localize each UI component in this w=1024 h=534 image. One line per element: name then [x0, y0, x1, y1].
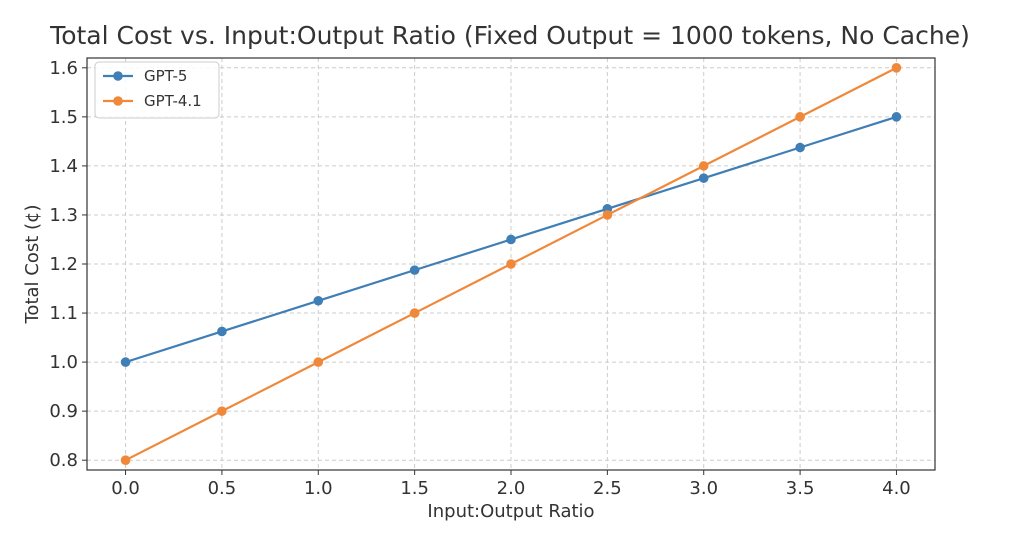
x-tick-label: 0.5 [208, 478, 237, 499]
y-axis-ticks: 0.8 0.9 1.0 1.1 1.2 1.3 1.4 1.5 1.6 [49, 58, 87, 471]
legend-swatch-marker [113, 71, 123, 81]
data-point-gpt-5 [409, 265, 420, 275]
data-point-gpt-4-1 [506, 259, 516, 269]
data-point-gpt-4-1 [891, 63, 902, 73]
x-tick-label: 3.5 [786, 478, 815, 499]
data-point-gpt-4-1 [698, 161, 709, 171]
y-tick-label: 1.4 [49, 156, 78, 177]
y-tick-label: 1.6 [49, 58, 78, 79]
data-point-gpt-5 [795, 142, 805, 153]
data-point-gpt-5 [506, 234, 516, 245]
x-tick-label: 4.0 [882, 478, 911, 499]
data-point-gpt-4-1 [602, 210, 613, 220]
data-point-gpt-5 [217, 326, 227, 337]
x-tick-label: 1.0 [304, 478, 333, 499]
y-axis-label: Total Cost (¢) [22, 205, 43, 325]
x-tick-label: 3.0 [689, 478, 718, 499]
series-gpt-4-1 [120, 63, 902, 465]
data-point-gpt-5 [698, 173, 709, 183]
legend-label: GPT-5 [144, 67, 187, 85]
x-axis-label: Input:Output Ratio [427, 501, 594, 522]
y-tick-label: 1.5 [49, 107, 78, 128]
y-tick-label: 1.3 [49, 205, 78, 226]
data-point-gpt-5 [891, 112, 902, 122]
data-point-gpt-5 [313, 295, 324, 306]
data-point-gpt-4-1 [795, 112, 805, 122]
x-tick-label: 0.0 [111, 478, 140, 499]
legend-label: GPT-4.1 [144, 92, 202, 110]
data-point-gpt-4-1 [217, 406, 227, 416]
y-tick-label: 1.2 [49, 254, 78, 275]
legend-item-gpt-5: GPT-5 [103, 67, 187, 85]
series-gpt-5 [120, 112, 902, 367]
legend-item-gpt-4-1: GPT-4.1 [103, 92, 202, 110]
data-point-gpt-5 [120, 357, 131, 367]
y-tick-label: 0.9 [49, 401, 78, 422]
x-tick-label: 1.5 [400, 478, 429, 499]
x-axis-ticks: 0.0 0.5 1.0 1.5 2.0 2.5 3.0 3.5 4.0 [111, 470, 911, 499]
data-point-gpt-4-1 [313, 357, 324, 367]
y-tick-label: 1.1 [49, 303, 78, 324]
legend: GPT-5 GPT-4.1 [94, 61, 220, 119]
y-tick-label: 0.8 [49, 450, 78, 471]
grid [87, 58, 935, 470]
x-tick-label: 2.0 [497, 478, 526, 499]
y-tick-label: 1.0 [49, 352, 78, 373]
x-tick-label: 2.5 [593, 478, 622, 499]
chart-title: Total Cost vs. Input:Output Ratio (Fixed… [49, 21, 970, 50]
data-point-gpt-4-1 [409, 308, 420, 318]
legend-swatch-marker [113, 96, 123, 106]
data-point-gpt-4-1 [120, 455, 131, 465]
series-lines [120, 63, 902, 465]
